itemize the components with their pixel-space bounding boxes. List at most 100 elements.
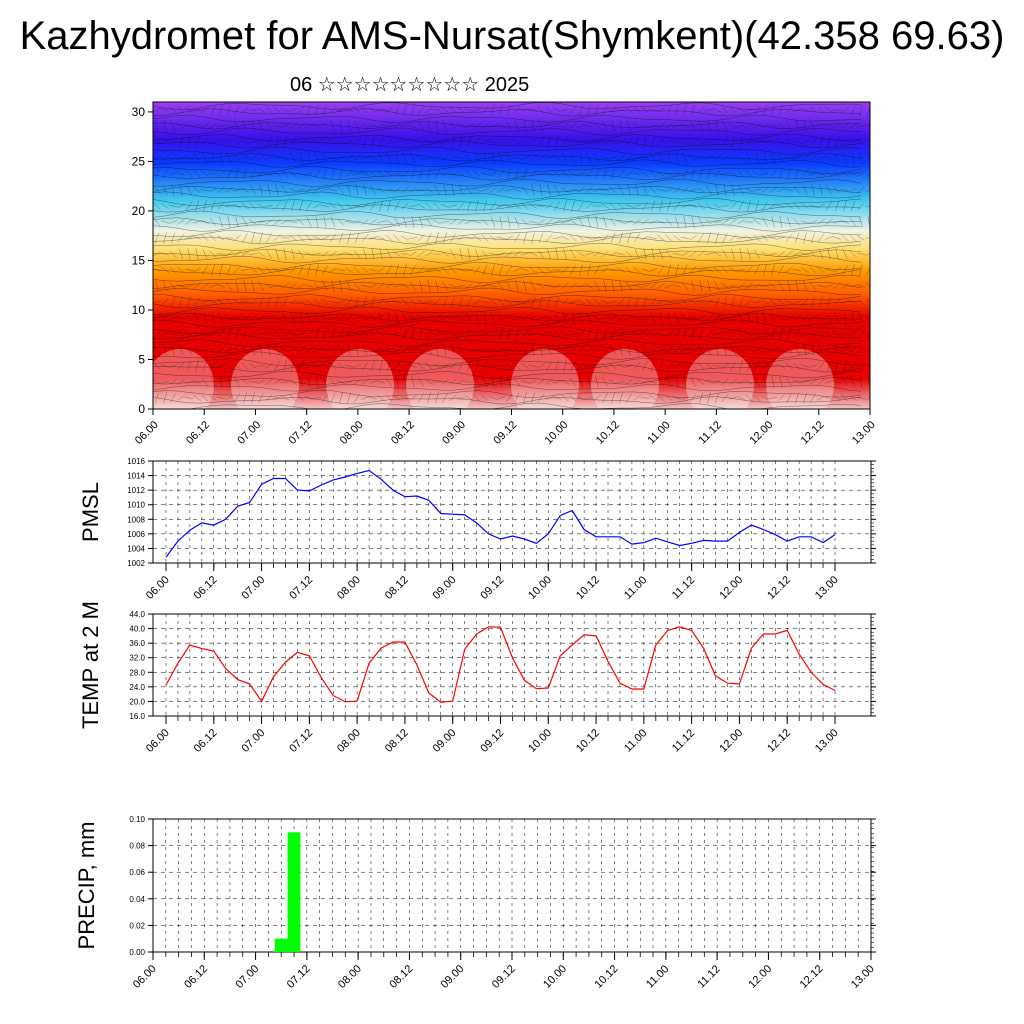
heatmap-contour-line: [153, 268, 862, 277]
heatmap-warm-blob: [511, 349, 579, 409]
wind-barb-stroke: [344, 220, 354, 224]
wind-barb-stroke: [345, 203, 353, 209]
wind-barb-stroke: [545, 171, 553, 177]
wind-barb-stroke: [257, 138, 265, 146]
wind-barb-stroke: [841, 122, 849, 130]
x-tick-label: 08.00: [336, 963, 364, 991]
wind-barb-stroke: [768, 397, 778, 399]
wind-barb-stroke: [801, 108, 809, 112]
wind-barb-stroke: [650, 312, 656, 324]
wind-barb-stroke: [809, 364, 817, 368]
wind-barb-stroke: [385, 347, 393, 353]
wind-barb-stroke: [761, 362, 769, 370]
heatmap-contour-line: [153, 198, 862, 206]
wind-barb-stroke: [777, 154, 785, 162]
wind-barb-stroke: [771, 216, 775, 228]
wind-barb-stroke: [465, 154, 473, 162]
y-tick-label: 20.0: [129, 697, 145, 706]
wind-barb-stroke: [659, 200, 663, 212]
wind-barb-stroke: [602, 377, 608, 387]
wind-barb-stroke: [779, 328, 783, 340]
wind-barb-stroke: [808, 333, 818, 335]
wind-barb-stroke: [178, 344, 184, 356]
wind-barb-stroke: [657, 299, 665, 305]
y-tick-label: 0.00: [129, 948, 145, 957]
wind-barb-stroke: [185, 314, 193, 322]
wind-barb-stroke: [651, 360, 655, 372]
wind-barb-stroke: [465, 186, 473, 194]
wind-barb-stroke: [568, 189, 578, 191]
wind-barb-stroke: [352, 332, 362, 336]
wind-barb-stroke: [201, 283, 209, 289]
y-tick-label: 0.08: [129, 842, 145, 851]
wind-barb-stroke: [649, 154, 657, 162]
wind-barb-stroke: [385, 377, 393, 387]
wind-barb-stroke: [458, 345, 464, 355]
wind-barb-stroke: [209, 361, 217, 371]
heatmap-contour-line: [153, 281, 862, 290]
wind-barb-stroke: [793, 380, 801, 384]
wind-barb-stroke: [825, 380, 833, 384]
wind-barb-stroke: [184, 268, 194, 272]
wind-barb-stroke: [618, 184, 624, 196]
wind-barb-stroke: [305, 234, 313, 242]
y-tick-label: 40.0: [129, 625, 145, 634]
wind-barb-stroke: [665, 218, 673, 226]
wind-barb-stroke: [673, 396, 681, 400]
wind-barb-stroke: [186, 360, 192, 372]
wind-barb-stroke: [490, 104, 496, 116]
wind-barb-stroke: [217, 364, 225, 368]
wind-barb-stroke: [729, 234, 737, 242]
wind-barb-stroke: [699, 120, 703, 132]
wind-barb-stroke: [546, 361, 552, 371]
wind-barb-stroke: [347, 344, 351, 356]
wind-barb-stroke: [777, 315, 785, 321]
wind-barb-stroke: [641, 201, 649, 211]
wind-barb-stroke: [769, 187, 777, 193]
wind-barb-stroke: [153, 379, 161, 385]
wind-barb-stroke: [625, 250, 633, 258]
wind-barb-stroke: [201, 171, 209, 177]
wind-barb-stroke: [754, 249, 760, 259]
wind-barb-stroke: [594, 281, 600, 291]
wind-barb-stroke: [698, 392, 704, 404]
wind-barb-stroke: [441, 138, 449, 146]
wind-barb-stroke: [561, 235, 569, 241]
wind-barb-stroke: [704, 253, 714, 255]
y-tick-label: 16.0: [129, 712, 145, 721]
wind-barb-stroke: [714, 392, 720, 404]
wind-barb-stroke: [723, 344, 727, 356]
wind-barb-stroke: [545, 106, 553, 114]
wind-barb-stroke: [386, 249, 392, 259]
wind-barb-stroke: [401, 170, 409, 178]
wind-barb-stroke: [538, 232, 544, 244]
wind-barb-stroke: [411, 376, 415, 388]
wind-barb-stroke: [616, 109, 626, 111]
wind-barb-stroke: [209, 123, 217, 129]
wind-barb-stroke: [625, 281, 633, 291]
wind-barb-stroke: [217, 284, 225, 288]
wind-barb-stroke: [713, 107, 721, 113]
wind-barb-stroke: [417, 347, 425, 353]
wind-barb-stroke: [346, 184, 352, 196]
wind-barb-stroke: [163, 344, 167, 356]
wind-barb-stroke: [482, 361, 488, 371]
wind-barb-stroke: [200, 333, 210, 335]
wind-barb-stroke: [531, 184, 535, 196]
wind-barb-stroke: [353, 250, 361, 258]
wind-barb-stroke: [609, 379, 617, 385]
wind-barb-stroke: [794, 345, 800, 355]
wind-barb-stroke: [563, 248, 567, 260]
wind-barb-stroke: [595, 328, 599, 340]
wind-barb-stroke: [770, 152, 776, 164]
wind-barb-stroke: [794, 232, 800, 244]
wind-barb-stroke: [161, 155, 169, 161]
wind-barb-stroke: [745, 266, 753, 274]
x-tick-label: 09.12: [478, 727, 506, 755]
wind-barb-stroke: [801, 139, 809, 145]
wind-barb-stroke: [752, 333, 762, 335]
wind-barb-stroke: [369, 107, 377, 113]
y-tick-label: 28.0: [129, 668, 145, 677]
wind-barb-stroke: [313, 124, 321, 128]
